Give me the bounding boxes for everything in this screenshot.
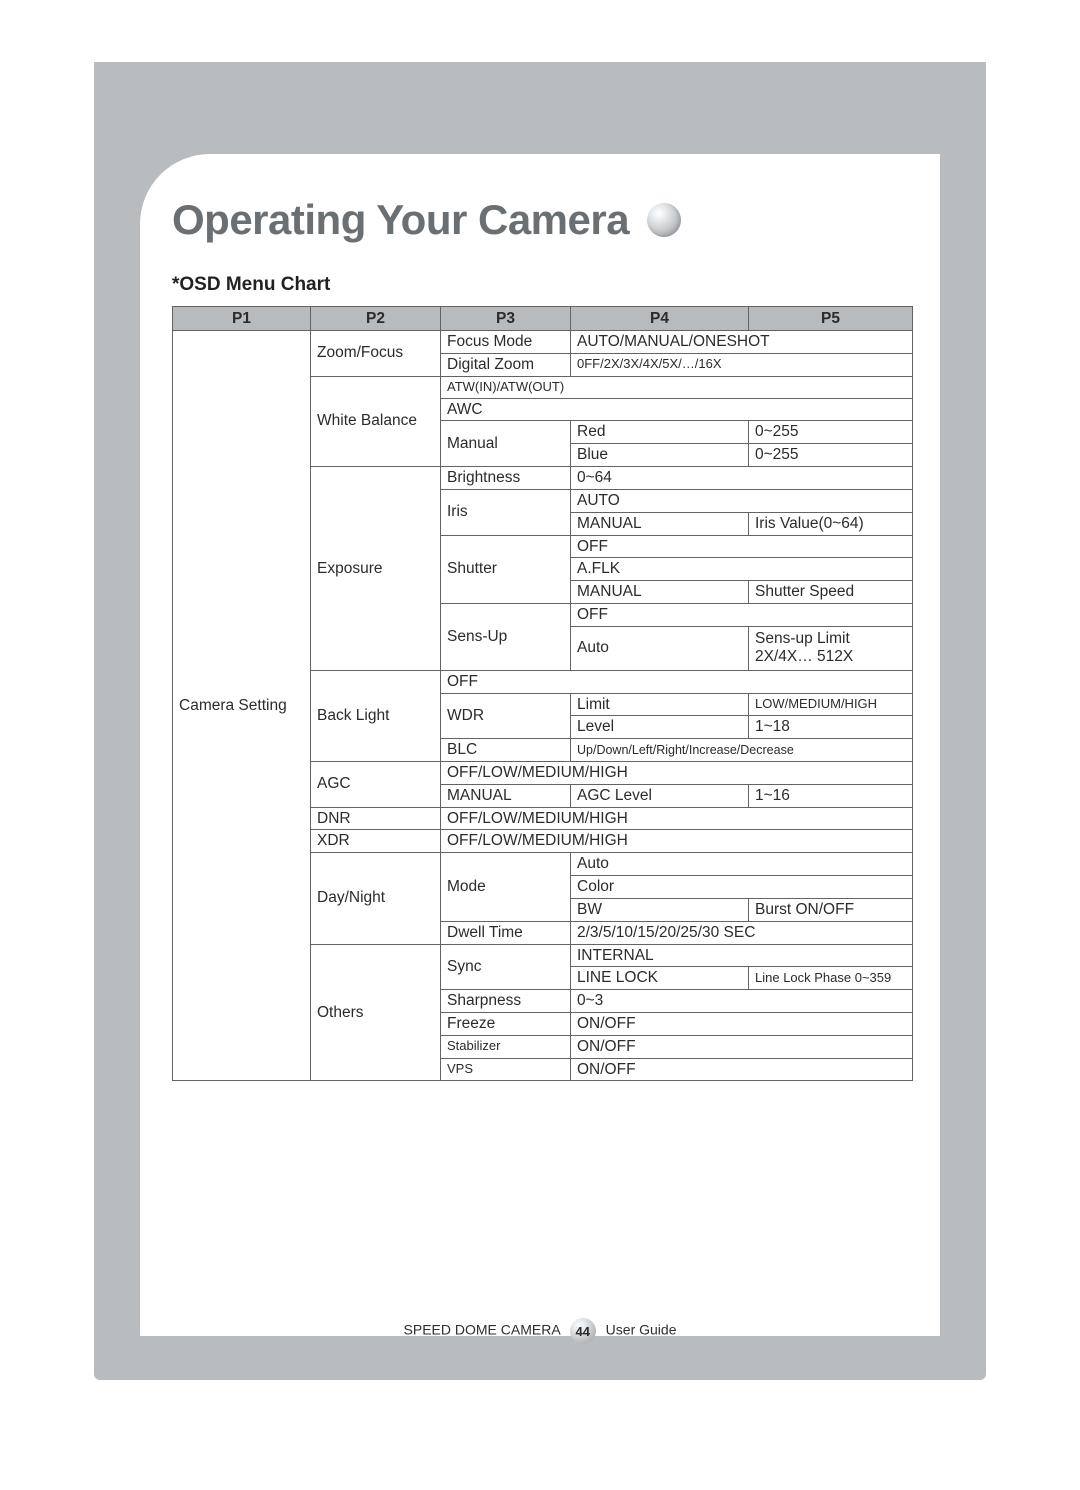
footer-right: User Guide xyxy=(606,1322,677,1338)
cell: BW xyxy=(571,898,749,921)
cell: 0~255 xyxy=(749,421,913,444)
hdr-p1: P1 xyxy=(173,307,311,331)
cell: 1~18 xyxy=(749,716,913,739)
cell: Color xyxy=(571,876,913,899)
section-subtitle: *OSD Menu Chart xyxy=(172,274,330,296)
hdr-p4: P4 xyxy=(571,307,749,331)
page-title: Operating Your Camera xyxy=(172,196,629,244)
hdr-p2: P2 xyxy=(311,307,441,331)
cell-agc: AGC xyxy=(311,762,441,808)
cell: Limit xyxy=(571,693,749,716)
cell: Brightness xyxy=(441,467,571,490)
cell-exposure: Exposure xyxy=(311,467,441,671)
cell: A.FLK xyxy=(571,558,913,581)
cell: OFF/LOW/MEDIUM/HIGH xyxy=(441,830,913,853)
page: Operating Your Camera *OSD Menu Chart P1… xyxy=(0,0,1080,1490)
cell: OFF xyxy=(441,670,913,693)
title-row: Operating Your Camera xyxy=(172,196,681,244)
footer-left: SPEED DOME CAMERA xyxy=(404,1322,560,1338)
cell: AGC Level xyxy=(571,784,749,807)
cell-xdr: XDR xyxy=(311,830,441,853)
cell: Blue xyxy=(571,444,749,467)
cell: ON/OFF xyxy=(571,1058,913,1081)
cell: Shutter xyxy=(441,535,571,603)
cell: 2/3/5/10/15/20/25/30 SEC xyxy=(571,921,913,944)
hdr-p3: P3 xyxy=(441,307,571,331)
cell-daynight: Day/Night xyxy=(311,853,441,944)
cell: 0FF/2X/3X/4X/5X/…/16X xyxy=(571,353,913,376)
osd-menu-table: P1 P2 P3 P4 P5 Camera Setting Zoom/Focus… xyxy=(172,306,913,1081)
content-card: Operating Your Camera *OSD Menu Chart P1… xyxy=(140,154,940,1336)
cell: INTERNAL xyxy=(571,944,913,967)
cell: ATW(IN)/ATW(OUT) xyxy=(441,376,913,398)
cell: BLC xyxy=(441,739,571,762)
cell: Iris xyxy=(441,489,571,535)
table-row: Camera Setting Zoom/Focus Focus Mode AUT… xyxy=(173,331,913,354)
cell: OFF xyxy=(571,535,913,558)
cell: Freeze xyxy=(441,1012,571,1035)
header-row: P1 P2 P3 P4 P5 xyxy=(173,307,913,331)
cell: Auto xyxy=(571,626,749,670)
cell: WDR xyxy=(441,693,571,739)
cell: Stabilizer xyxy=(441,1035,571,1058)
cell: Sens-Up xyxy=(441,603,571,670)
cell: ON/OFF xyxy=(571,1035,913,1058)
page-number: 44 xyxy=(576,1324,590,1339)
cell: AWC xyxy=(441,398,913,421)
cell: ON/OFF xyxy=(571,1012,913,1035)
cell: LOW/MEDIUM/HIGH xyxy=(749,693,913,716)
cell: AUTO/MANUAL/ONESHOT xyxy=(571,331,913,354)
cell-p1: Camera Setting xyxy=(173,331,311,1081)
cell: OFF/LOW/MEDIUM/HIGH xyxy=(441,762,913,785)
cell: Digital Zoom xyxy=(441,353,571,376)
cell: MANUAL xyxy=(441,784,571,807)
cell: Sens-up Limit 2X/4X… 512X xyxy=(749,626,913,670)
cell: Burst ON/OFF xyxy=(749,898,913,921)
page-number-icon: 44 xyxy=(570,1318,596,1344)
cell-whitebalance: White Balance xyxy=(311,376,441,466)
sphere-icon xyxy=(647,203,681,237)
cell: VPS xyxy=(441,1058,571,1081)
cell: Up/Down/Left/Right/Increase/Decrease xyxy=(571,739,913,762)
hdr-p5: P5 xyxy=(749,307,913,331)
cell: Manual xyxy=(441,421,571,467)
cell: Sync xyxy=(441,944,571,990)
cell: 0~255 xyxy=(749,444,913,467)
grey-panel: Operating Your Camera *OSD Menu Chart P1… xyxy=(94,62,986,1380)
cell: OFF xyxy=(571,603,913,626)
cell: Line Lock Phase 0~359 xyxy=(749,967,913,990)
cell: LINE LOCK xyxy=(571,967,749,990)
cell: MANUAL xyxy=(571,581,749,604)
cell: Mode xyxy=(441,853,571,921)
cell: Shutter Speed xyxy=(749,581,913,604)
cell-backlight: Back Light xyxy=(311,670,441,761)
cell: MANUAL xyxy=(571,512,749,535)
cell: Level xyxy=(571,716,749,739)
page-footer: SPEED DOME CAMERA 44 User Guide xyxy=(94,1318,986,1344)
cell: Dwell Time xyxy=(441,921,571,944)
cell: Sharpness xyxy=(441,990,571,1013)
cell-dnr: DNR xyxy=(311,807,441,830)
cell-zoomfocus: Zoom/Focus xyxy=(311,331,441,377)
cell: Auto xyxy=(571,853,913,876)
cell: AUTO xyxy=(571,489,913,512)
cell: Iris Value(0~64) xyxy=(749,512,913,535)
cell: Focus Mode xyxy=(441,331,571,354)
cell: OFF/LOW/MEDIUM/HIGH xyxy=(441,807,913,830)
cell: 0~3 xyxy=(571,990,913,1013)
cell-others: Others xyxy=(311,944,441,1081)
cell: 1~16 xyxy=(749,784,913,807)
cell: Red xyxy=(571,421,749,444)
cell: 0~64 xyxy=(571,467,913,490)
